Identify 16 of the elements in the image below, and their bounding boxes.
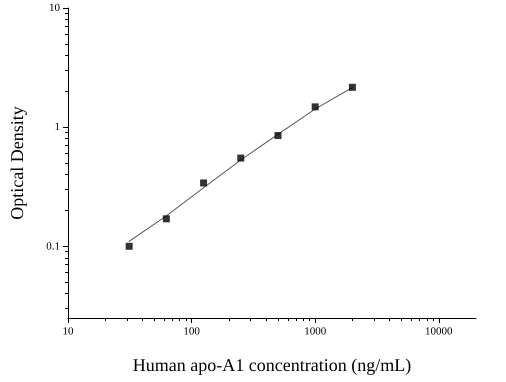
- x-axis-title: Human apo-A1 concentration (ng/mL): [132, 355, 412, 375]
- x-tick-label: 10000: [425, 326, 454, 338]
- point: [200, 179, 208, 186]
- y-tick-label: 1: [54, 121, 60, 134]
- point: [312, 103, 319, 110]
- point: [237, 154, 244, 162]
- y-tick-label: 10: [49, 2, 60, 14]
- x-tick-label: 100: [183, 326, 200, 338]
- point: [348, 84, 356, 91]
- x-tick-label: 1000: [304, 326, 327, 338]
- x-tick-label: 10: [62, 326, 74, 338]
- point: [126, 242, 133, 250]
- point: [274, 132, 282, 140]
- y-tick-label: 0.1: [46, 240, 60, 252]
- y-axis-title: Optical Density: [7, 106, 27, 220]
- point: [162, 215, 170, 222]
